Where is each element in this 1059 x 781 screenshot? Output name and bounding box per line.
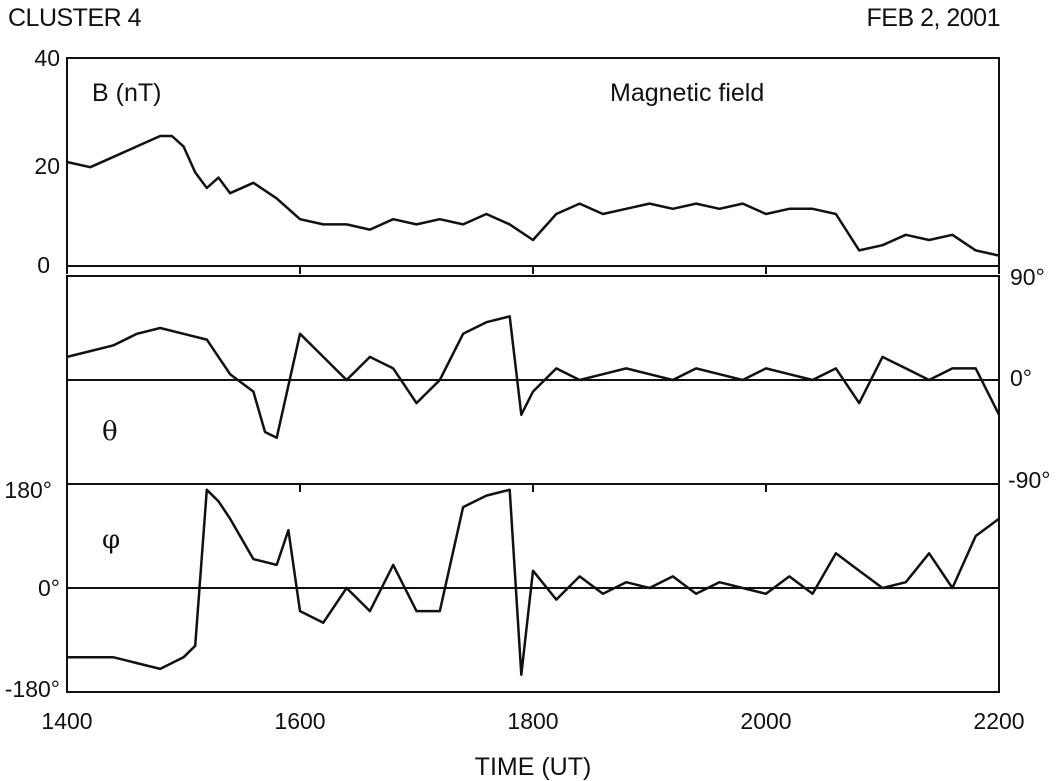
panel-phi-label: φ	[102, 525, 120, 555]
panel-b-title: Magnetic field	[610, 79, 764, 107]
y-tick-phi-mid: 0°	[38, 575, 60, 601]
y-tick-b-top: 40	[34, 45, 60, 71]
x-tick-label: 1400	[41, 708, 92, 734]
series-line-phi	[67, 488, 1000, 676]
y-tick-theta-bottom: -90°	[1008, 467, 1050, 493]
x-tick-label: 2000	[740, 708, 791, 734]
y-tick-phi-top: 180°	[4, 477, 52, 503]
x-axis-label: TIME (UT)	[475, 753, 592, 781]
series-line-B	[66, 134, 1000, 257]
x-tick-label: 1600	[274, 708, 325, 734]
y-tick-b-mid: 20	[34, 153, 60, 179]
y-tick-theta-mid: 0°	[1010, 365, 1032, 391]
panel-theta-label: θ	[102, 417, 118, 447]
instrument-label: CLUSTER 4	[8, 4, 142, 32]
date-label: FEB 2, 2001	[866, 4, 1001, 32]
panel-b-label: B (nT)	[92, 79, 161, 107]
y-tick-theta-top: 90°	[1010, 264, 1045, 290]
panel-b-frame	[66, 57, 1000, 267]
y-tick-b-bottom: 0	[37, 252, 50, 278]
series-line-theta	[66, 315, 1001, 440]
x-tick-label: 2200	[973, 708, 1024, 734]
x-tick-label: 1800	[507, 708, 558, 734]
y-tick-phi-bottom: -180°	[5, 676, 60, 702]
